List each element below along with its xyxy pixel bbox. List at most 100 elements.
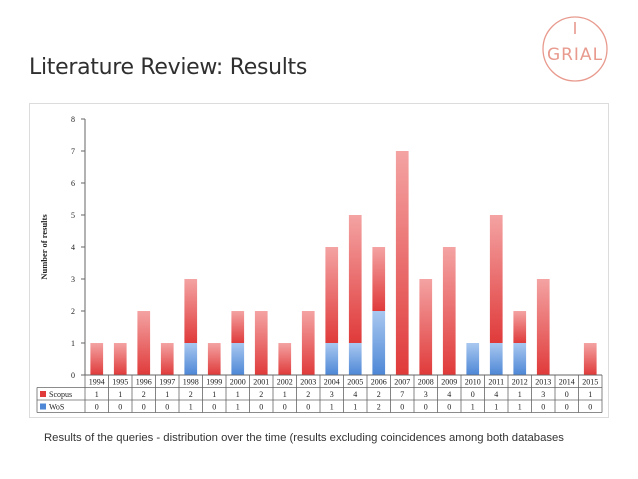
legend-swatch-scopus: [40, 391, 46, 397]
x-tick-label: 2006: [371, 378, 387, 387]
bar-scopus: [442, 247, 456, 375]
y-tick-label: 0: [71, 371, 75, 380]
bar-scopus: [325, 247, 339, 343]
x-tick-label: 2004: [324, 378, 340, 387]
x-tick-label: 1998: [183, 378, 199, 387]
table-cell: 2: [259, 390, 263, 399]
x-tick-label: 2005: [347, 378, 363, 387]
table-cell: 2: [306, 390, 310, 399]
x-tick-label: 1995: [112, 378, 128, 387]
x-tick-label: 2001: [253, 378, 269, 387]
x-tick-label: 2015: [582, 378, 598, 387]
bar-scopus: [536, 279, 550, 375]
chart-panel: 0 1 2 3 4 5 6 7 8 Number of results 1994 1995 1996 19…: [29, 103, 609, 418]
table-cell: 1: [236, 390, 240, 399]
table-cell: 0: [95, 403, 99, 412]
y-tick-label: 4: [71, 243, 75, 252]
table-cell: 0: [565, 390, 569, 399]
table-cell: 2: [377, 403, 381, 412]
y-axis-label: Number of results: [39, 214, 49, 280]
bar-scopus: [278, 343, 292, 375]
slide-title: Literature Review: Results: [29, 55, 308, 80]
table-cell: 4: [494, 390, 498, 399]
table-cell: 0: [541, 403, 545, 412]
table-cell: 1: [236, 403, 240, 412]
y-tick-label: 2: [71, 307, 75, 316]
legend-label: Scopus: [49, 390, 72, 399]
bar-scopus: [583, 343, 597, 375]
table-cell: 0: [142, 403, 146, 412]
table-cell: 1: [118, 390, 122, 399]
y-tick-label: 1: [71, 339, 75, 348]
y-tick-label: 6: [71, 179, 75, 188]
table-cell: 1: [518, 390, 522, 399]
bar-scopus: [184, 279, 198, 343]
table-cell: 0: [259, 403, 263, 412]
table-cell: 0: [447, 403, 451, 412]
table-cell: 0: [400, 403, 404, 412]
table-cell: 1: [212, 390, 216, 399]
y-tick-label: 8: [71, 115, 75, 124]
bar-scopus: [113, 343, 127, 375]
bar-scopus: [372, 247, 386, 311]
bar-scopus: [489, 215, 503, 343]
bar-wos: [231, 343, 245, 375]
results-chart: 0 1 2 3 4 5 6 7 8 Number of results 1994 1995 1996 19…: [36, 115, 603, 413]
bar-scopus: [160, 343, 174, 375]
x-tick-label: 2014: [559, 378, 575, 387]
table-cell: 0: [424, 403, 428, 412]
table-cell: 1: [518, 403, 522, 412]
table-cell: 4: [353, 390, 357, 399]
table-cell: 3: [424, 390, 428, 399]
table-cell: 0: [212, 403, 216, 412]
x-tick-label: 2010: [465, 378, 481, 387]
table-cell: 4: [447, 390, 451, 399]
table-cell: 0: [165, 403, 169, 412]
x-tick-label: 1996: [136, 378, 152, 387]
bar-scopus: [348, 215, 362, 343]
table-cell: 1: [588, 390, 592, 399]
table-cell: 0: [118, 403, 122, 412]
table-cell: 1: [165, 390, 169, 399]
table-cell: 1: [330, 403, 334, 412]
y-tick-label: 3: [71, 275, 75, 284]
bar-scopus: [395, 151, 409, 375]
x-tick-label: 2003: [300, 378, 316, 387]
legend-swatch-wos: [40, 403, 46, 410]
y-tick-label: 7: [71, 147, 75, 156]
table-cell: 2: [377, 390, 381, 399]
x-tick-label: 2012: [512, 378, 528, 387]
table-cell: 1: [283, 390, 287, 399]
y-tick-label: 5: [71, 211, 75, 220]
bar-wos: [372, 311, 386, 375]
x-tick-label: 2000: [230, 378, 246, 387]
bar-scopus: [137, 311, 151, 375]
bar-wos: [325, 343, 339, 375]
table-cell: 1: [471, 403, 475, 412]
x-tick-label: 1999: [206, 378, 222, 387]
bar-wos: [348, 343, 362, 375]
table-cell: 1: [494, 403, 498, 412]
table-cell: 0: [306, 403, 310, 412]
x-tick-label: 1994: [89, 378, 105, 387]
legend-label: WoS: [49, 403, 64, 412]
chart-caption: Results of the queries - distribution ov…: [44, 432, 564, 444]
bar-wos: [513, 343, 527, 375]
logo-text: GRIAL: [547, 45, 603, 65]
table-cell: 1: [189, 403, 193, 412]
bar-scopus: [207, 343, 221, 375]
bar-wos: [466, 343, 480, 375]
bar-wos: [489, 343, 503, 375]
x-tick-label: 2013: [535, 378, 551, 387]
bar-scopus: [90, 343, 104, 375]
table-cell: 7: [400, 390, 404, 399]
grial-logo: GRIAL: [542, 16, 608, 82]
table-cell: 2: [189, 390, 193, 399]
table-cell: 3: [541, 390, 545, 399]
table-cell: 0: [283, 403, 287, 412]
x-tick-label: 2002: [277, 378, 293, 387]
table-cell: 0: [471, 390, 475, 399]
table-cell: 3: [330, 390, 334, 399]
bar-scopus: [513, 311, 527, 343]
bar-scopus: [231, 311, 245, 343]
